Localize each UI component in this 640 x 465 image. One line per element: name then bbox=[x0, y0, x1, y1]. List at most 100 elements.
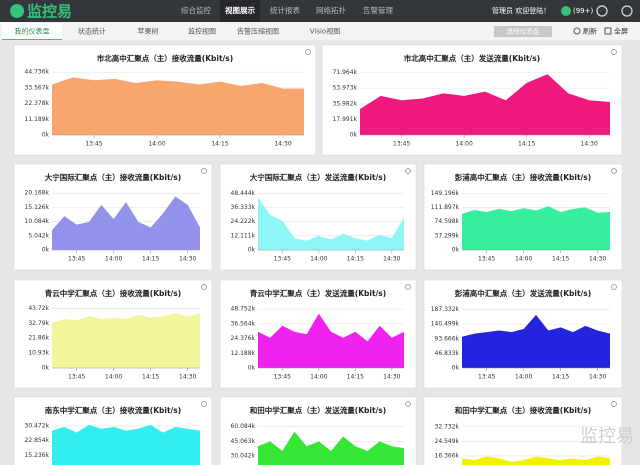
chart-title: 彭浦高中汇聚点（主）发送流量(Kbit/s) bbox=[455, 288, 591, 298]
chart-title: 和田中学汇聚点（主）接收流量(Kbit/s) bbox=[455, 405, 591, 415]
x-tick-label: 14:15 bbox=[142, 256, 159, 263]
area bbox=[258, 431, 404, 465]
y-tick-label: 0k bbox=[350, 132, 358, 139]
y-tick-label: 0k bbox=[452, 365, 460, 372]
reload-icon[interactable] bbox=[611, 401, 617, 407]
help-icon[interactable] bbox=[596, 5, 608, 17]
chart-panel: 和田中学汇聚点（主）接收流量(Kbit/s) 16.366k 24.549k 32.7… bbox=[423, 396, 623, 465]
refresh-button[interactable]: 刷新 bbox=[583, 27, 597, 36]
x-tick-label: 13:45 bbox=[274, 374, 291, 381]
reload-icon[interactable] bbox=[201, 401, 207, 407]
x-tick-label: 14:00 bbox=[515, 374, 532, 381]
dashboard-select-label[interactable]: 选择仪表盘 bbox=[507, 27, 540, 36]
chart-panel: 市北高中汇聚点（主）发送流量(Kbit/s) 0k 17.991k 35.982k 53… bbox=[321, 44, 623, 156]
tab-item[interactable]: 告警压缩视图 bbox=[237, 27, 279, 36]
reload-icon[interactable] bbox=[611, 284, 617, 290]
tab-active-bg bbox=[2, 23, 62, 40]
tab-item[interactable]: 我的仪表盘 bbox=[15, 27, 50, 36]
y-tick-label: 12.111k bbox=[231, 232, 256, 239]
reload-icon[interactable] bbox=[201, 284, 207, 290]
reload-icon[interactable] bbox=[405, 401, 411, 407]
y-tick-label: 46.833k bbox=[435, 350, 460, 357]
y-tick-label: 48.444k bbox=[231, 190, 256, 197]
tab-item[interactable]: 苹果树 bbox=[138, 27, 159, 36]
y-tick-label: 71.964k bbox=[333, 69, 358, 76]
top-bar bbox=[0, 0, 640, 22]
notification-icon[interactable] bbox=[561, 6, 571, 16]
reload-icon[interactable] bbox=[305, 49, 311, 55]
y-tick-label: 15.126k bbox=[25, 204, 50, 211]
fullscreen-icon[interactable] bbox=[604, 27, 612, 35]
y-tick-label: 187.332k bbox=[431, 306, 460, 313]
y-tick-label: 111.897k bbox=[431, 204, 460, 211]
y-tick-label: 53.973k bbox=[333, 85, 358, 92]
nav-item[interactable]: 综合监控 bbox=[181, 5, 211, 15]
watermark: 监控易 bbox=[580, 426, 634, 447]
x-tick-label: 14:30 bbox=[589, 374, 606, 381]
y-tick-label: 0k bbox=[42, 365, 50, 372]
chart-panel: 大宁国际汇聚点（主）接收流量(Kbit/s) 0k 5.042k 10.084k 15.… bbox=[13, 163, 213, 271]
y-tick-label: 10.084k bbox=[25, 218, 50, 225]
chart-title: 青云中学汇聚点（主）发送流量(Kbit/s) bbox=[250, 288, 386, 298]
x-tick-label: 14:00 bbox=[105, 256, 122, 263]
chart-title: 市北高中汇聚点（主）接收流量(Kbit/s) bbox=[97, 53, 233, 63]
x-tick-label: 14:00 bbox=[310, 374, 327, 381]
notification-count[interactable]: (99+) bbox=[573, 7, 594, 15]
logout-icon[interactable] bbox=[621, 5, 633, 17]
x-tick-label: 14:00 bbox=[148, 141, 165, 148]
panel-bg bbox=[219, 163, 417, 271]
x-tick-label: 14:15 bbox=[347, 374, 364, 381]
user-greeting[interactable]: 管理员 欢迎登陆！ bbox=[492, 6, 550, 15]
reload-icon[interactable] bbox=[611, 49, 617, 55]
tab-item[interactable]: 监控视图 bbox=[188, 27, 216, 36]
chart-panel: 南东中学汇聚点（主）接收流量(Kbit/s) 15.236k 22.854k 30.4… bbox=[13, 396, 213, 465]
nav-item[interactable]: 网络拓扑 bbox=[316, 5, 346, 15]
x-tick-label: 13:45 bbox=[478, 256, 495, 263]
y-tick-label: 149.196k bbox=[431, 190, 460, 197]
reload-icon[interactable] bbox=[201, 168, 207, 174]
panel-bg bbox=[423, 396, 623, 465]
y-tick-label: 10.93k bbox=[28, 350, 49, 357]
y-tick-label: 74.598k bbox=[435, 218, 460, 225]
dashboard-select[interactable] bbox=[494, 26, 552, 37]
nav-item[interactable]: 告警管理 bbox=[363, 5, 393, 15]
reload-icon[interactable] bbox=[405, 168, 411, 174]
x-tick-label: 14:00 bbox=[515, 256, 532, 263]
y-tick-label: 44.736k bbox=[25, 69, 50, 76]
x-tick-label: 13:45 bbox=[393, 141, 410, 148]
nav-item[interactable]: 统计报表 bbox=[270, 5, 300, 15]
y-tick-label: 45.063k bbox=[231, 438, 256, 445]
x-tick-label: 14:15 bbox=[211, 141, 228, 148]
y-tick-label: 21.86k bbox=[28, 335, 49, 342]
nav-item[interactable]: 视图展示 bbox=[225, 5, 255, 15]
chart-title: 彭浦高中汇聚点（主）接收流量(Kbit/s) bbox=[455, 172, 591, 182]
x-tick-label: 14:30 bbox=[581, 141, 598, 148]
fullscreen-button[interactable]: 全屏 bbox=[614, 27, 628, 36]
tab-item[interactable]: 状态统计 bbox=[78, 27, 106, 36]
tab-item[interactable]: Visio视图 bbox=[310, 27, 340, 36]
area bbox=[462, 314, 610, 368]
y-tick-label: 12.188k bbox=[231, 350, 256, 357]
area bbox=[462, 206, 610, 250]
chart-panel: 和田中学汇聚点（主）发送流量(Kbit/s) 30.042k 45.063k 60.0… bbox=[219, 396, 417, 465]
y-tick-label: 24.549k bbox=[435, 438, 460, 445]
tab-bar bbox=[0, 22, 640, 40]
y-tick-label: 0k bbox=[452, 247, 460, 254]
reload-icon[interactable] bbox=[405, 284, 411, 290]
nav-active-bg bbox=[220, 0, 260, 22]
reload-icon[interactable] bbox=[611, 168, 617, 174]
x-tick-label: 14:30 bbox=[383, 256, 400, 263]
chart-panel: 青云中学汇聚点（主）接收流量(Kbit/s) 0k 10.93k 21.86k 32.7… bbox=[13, 279, 213, 389]
refresh-icon[interactable] bbox=[573, 27, 581, 35]
chart-panel: 彭浦高中汇聚点（主）发送流量(Kbit/s) 0k 46.833k 93.666k 14… bbox=[423, 279, 623, 389]
chart-panel: 市北高中汇聚点（主）接收流量(Kbit/s) 0k 11.189k 22.378k 33… bbox=[13, 44, 317, 156]
logo-text: 监控易 bbox=[27, 3, 72, 21]
y-tick-label: 35.982k bbox=[333, 100, 358, 107]
chart-title: 和田中学汇聚点（主）发送流量(Kbit/s) bbox=[250, 405, 386, 415]
y-tick-label: 93.666k bbox=[435, 335, 460, 342]
x-tick-label: 13:45 bbox=[68, 256, 85, 263]
y-tick-label: 32.732k bbox=[435, 423, 460, 430]
y-tick-label: 22.854k bbox=[25, 437, 50, 444]
